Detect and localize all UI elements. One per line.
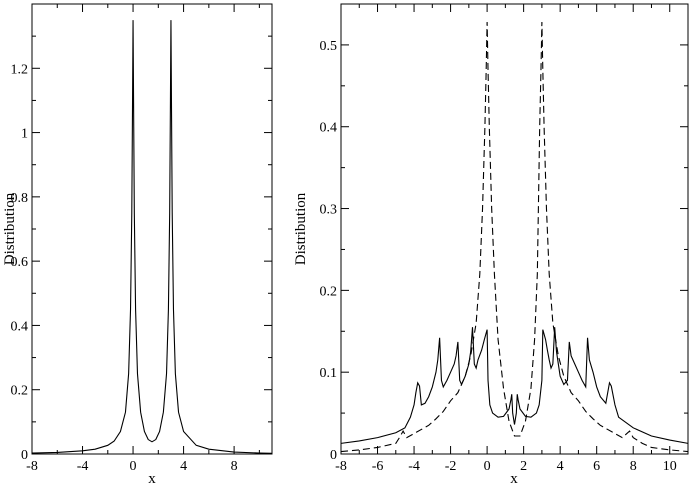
right-y-tick-label: 0.2: [320, 284, 338, 299]
left-y-tick-label: 0.6: [11, 255, 29, 270]
left-plot-frame: [31, 3, 273, 455]
right-x-tick-label: 6: [593, 459, 600, 474]
right-x-tick-label: 0: [484, 459, 491, 474]
left-solid-series-line: [31, 20, 273, 454]
left-y-tick-label: 1: [21, 127, 28, 142]
right-y-axis-label: Distribution: [293, 192, 309, 265]
left-x-tick-label: 8: [231, 459, 238, 474]
right-chart-panel: 0 0.1 0.2 0.3 0.4 0.5 -8 -6 -4 -2 0 2 4 6 8 10 x Distr…: [293, 3, 689, 487]
right-y-ticks: 0 0.1 0.2 0.3 0.4 0.5: [320, 3, 688, 463]
right-x-tick-label: -6: [372, 459, 384, 474]
left-x-tick-label: 4: [180, 459, 187, 474]
right-series-group: [340, 21, 689, 453]
right-plot-frame: [340, 3, 689, 455]
right-x-axis-label: x: [510, 471, 518, 487]
left-y-tick-label: 0: [21, 448, 28, 463]
right-y-tick-label: 0.4: [320, 121, 338, 136]
right-x-tick-label: -8: [335, 459, 347, 474]
left-y-tick-label: 0.2: [11, 384, 29, 399]
left-series-group: [31, 20, 273, 454]
right-x-tick-label: -2: [445, 459, 457, 474]
right-y-tick-label: 0.3: [320, 203, 338, 218]
left-x-tick-label: 0: [130, 459, 137, 474]
right-x-tick-label: 8: [630, 459, 637, 474]
left-x-axis-label: x: [148, 471, 156, 487]
right-x-tick-label: 2: [520, 459, 527, 474]
right-y-tick-label: 0.5: [320, 39, 338, 54]
right-dashed-series-line: [340, 21, 689, 453]
right-x-tick-label: -4: [408, 459, 420, 474]
right-x-tick-label: 4: [557, 459, 564, 474]
right-y-tick-label: 0: [330, 448, 337, 463]
left-y-axis-label: Distribution: [2, 192, 18, 265]
left-y-tick-label: 1.2: [11, 62, 29, 77]
left-x-tick-label: -4: [77, 459, 89, 474]
right-y-tick-label: 0.1: [320, 366, 338, 381]
right-solid-series-line: [340, 327, 689, 444]
left-chart-panel: 0 0.2 0.4 0.6 0.8 1 1.2 -8 -4 0 4 8 x Distribution: [2, 3, 273, 487]
left-x-tick-label: -8: [26, 459, 38, 474]
left-y-tick-label: 0.8: [11, 191, 29, 206]
right-x-ticks: -8 -6 -4 -2 0 2 4 6 8 10: [335, 4, 677, 474]
left-y-tick-label: 0.4: [11, 319, 29, 334]
right-x-tick-label: 10: [663, 459, 677, 474]
left-y-ticks: 0 0.2 0.4 0.6 0.8 1 1.2: [11, 35, 272, 463]
left-x-ticks: -8 -4 0 4 8: [26, 4, 260, 474]
